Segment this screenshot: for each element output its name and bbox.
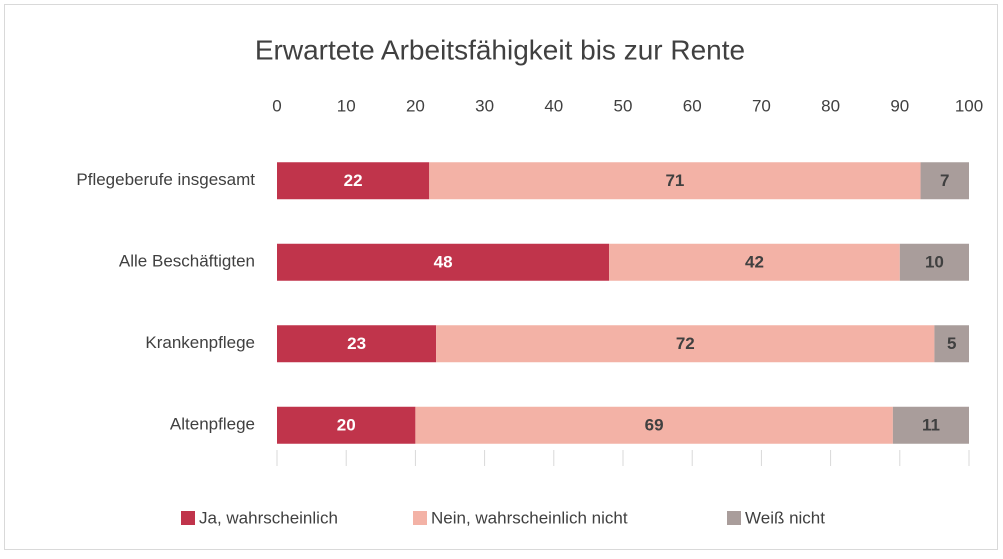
data-label: 10 (925, 253, 944, 272)
legend-swatch (413, 511, 427, 525)
data-label: 23 (347, 334, 366, 353)
x-tick-label: 20 (406, 96, 425, 115)
x-tick-label: 40 (544, 96, 563, 115)
bar-segment (277, 406, 416, 444)
legend-swatch (181, 511, 195, 525)
bar-segment (415, 406, 893, 444)
x-tick-label: 70 (752, 96, 771, 115)
y-tick-label: Alle Beschäftigten (119, 252, 255, 271)
bar-segment (920, 162, 969, 200)
bar-segment (934, 325, 969, 363)
bar-segment (436, 325, 935, 363)
y-tick-label: Altenpflege (170, 415, 255, 434)
x-tick-label: 80 (821, 96, 840, 115)
x-tick-label: 50 (614, 96, 633, 115)
data-label: 48 (434, 253, 453, 272)
legend-label: Nein, wahrscheinlich nicht (431, 508, 628, 527)
bar-segment (899, 243, 969, 281)
bar-segment (277, 325, 437, 363)
x-tick-label: 90 (890, 96, 909, 115)
x-tick-label: 0 (272, 96, 281, 115)
bar-segment (429, 162, 921, 200)
data-label: 20 (337, 416, 356, 435)
data-label: 42 (745, 253, 764, 272)
legend-swatch (727, 511, 741, 525)
bar-segment (277, 243, 610, 281)
bar-segment (892, 406, 969, 444)
legend-label: Weiß nicht (745, 508, 825, 527)
x-tick-label: 30 (475, 96, 494, 115)
x-tick-label: 60 (683, 96, 702, 115)
y-tick-label: Pflegeberufe insgesamt (76, 170, 255, 189)
data-label: 11 (922, 416, 940, 435)
x-tick-label: 10 (337, 96, 356, 115)
x-tick-label: 100 (955, 96, 983, 115)
y-tick-label: Krankenpflege (145, 333, 255, 352)
legend-label: Ja, wahrscheinlich (199, 508, 338, 527)
data-label: 7 (940, 171, 949, 190)
chart-title: Erwartete Arbeitsfähigkeit bis zur Rente (255, 34, 745, 65)
bar-segment (609, 243, 900, 281)
data-label: 69 (645, 416, 664, 435)
data-label: 5 (947, 334, 956, 353)
data-label: 22 (344, 171, 363, 190)
bar-segment (277, 162, 430, 200)
data-label: 71 (665, 171, 684, 190)
data-label: 72 (676, 334, 695, 353)
